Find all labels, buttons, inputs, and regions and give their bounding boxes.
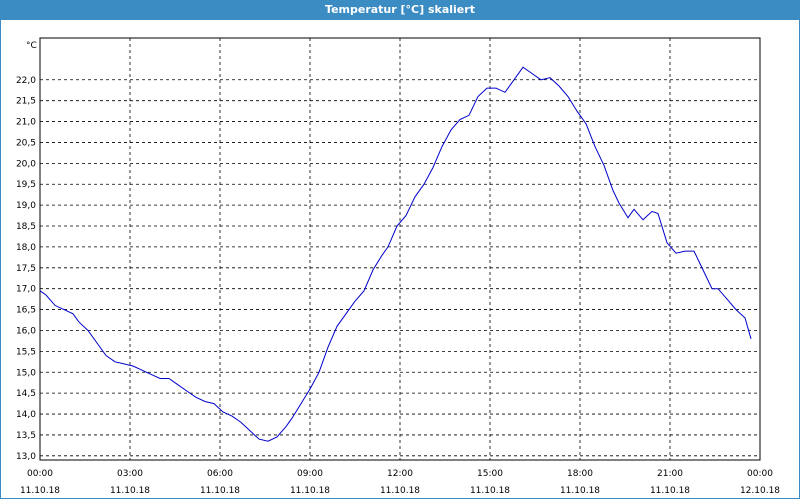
x-tick-date-label: 11.10.18 — [560, 486, 600, 496]
y-tick-label: 13,5 — [16, 431, 36, 441]
x-tick-time-label: 18:00 — [567, 469, 593, 479]
x-tick-date-label: 11.10.18 — [290, 486, 330, 496]
y-tick-label: 15,5 — [16, 347, 36, 357]
x-tick-time-label: 15:00 — [477, 469, 503, 479]
x-tick-time-label: 21:00 — [657, 469, 683, 479]
y-tick-label: 18,5 — [16, 222, 36, 232]
x-tick-date-label: 11.10.18 — [20, 486, 60, 496]
y-tick-label: 13,0 — [16, 452, 36, 462]
x-tick-time-label: 00:00 — [27, 469, 53, 479]
y-tick-label: 18,0 — [16, 243, 36, 253]
y-tick-label: 21,5 — [16, 97, 36, 107]
y-tick-label: 22,0 — [16, 76, 36, 86]
y-tick-label: 20,5 — [16, 138, 36, 148]
y-axis-unit: °C — [26, 41, 37, 51]
x-tick-date-label: 11.10.18 — [470, 486, 510, 496]
y-tick-label: 21,0 — [16, 118, 36, 128]
x-tick-date-label: 11.10.18 — [380, 486, 420, 496]
y-tick-label: 19,5 — [16, 180, 36, 190]
y-tick-label: 17,0 — [16, 285, 36, 295]
x-axis-ticks: 00:00 11.10.18 03:00 11.10.18 06:00 11.10.18 0… — [20, 469, 780, 496]
y-tick-label: 17,5 — [16, 264, 36, 274]
y-tick-label: 16,5 — [16, 306, 36, 316]
y-tick-label: 14,5 — [16, 389, 36, 399]
y-tick-label: 19,0 — [16, 201, 36, 211]
y-tick-label: 14,0 — [16, 410, 36, 420]
x-tick-date-label: 12.10.18 — [740, 486, 780, 496]
y-tick-label: 15,0 — [16, 368, 36, 378]
chart-title: Temperatur [°C] skaliert — [0, 0, 800, 20]
x-tick-date-label: 11.10.18 — [110, 486, 150, 496]
plot-border — [39, 37, 761, 461]
x-tick-time-label: 12:00 — [387, 469, 413, 479]
x-tick-time-label: 03:00 — [117, 469, 143, 479]
y-tick-label: 20,0 — [16, 159, 36, 169]
y-axis-ticks: 13,0 13,5 14,0 14,5 15,0 15,5 16,0 16,5 17,0 17,5… — [16, 76, 36, 462]
grid-lines — [40, 38, 760, 460]
x-tick-date-label: 11.10.18 — [650, 486, 690, 496]
series-line-temperature — [39, 66, 752, 442]
x-tick-time-label: 09:00 — [297, 469, 323, 479]
x-tick-time-label: 00:00 — [747, 469, 773, 479]
x-tick-time-label: 06:00 — [207, 469, 233, 479]
x-tick-date-label: 11.10.18 — [200, 486, 240, 496]
y-tick-label: 16,0 — [16, 326, 36, 336]
